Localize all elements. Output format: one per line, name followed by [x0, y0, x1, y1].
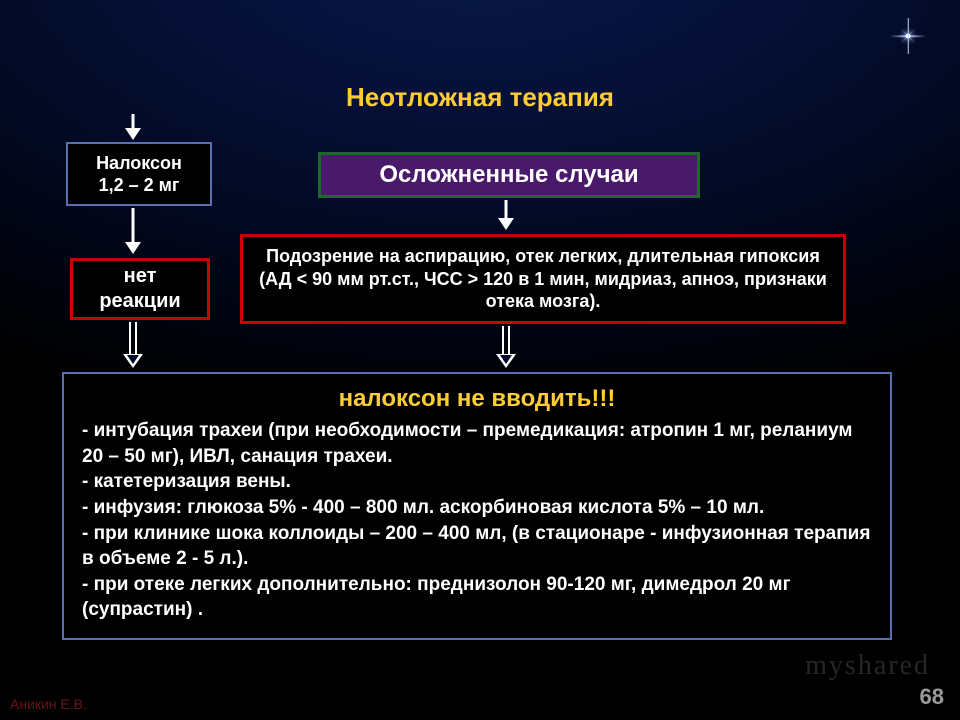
main-body-line: - катетеризация вены.: [82, 469, 872, 495]
page-number: 68: [920, 684, 944, 710]
box-suspicion: Подозрение на аспирацию, отек легких, дл…: [240, 234, 846, 324]
arrow-complicated-to-susp: [496, 200, 516, 230]
arrow-susp-to-main: [496, 326, 516, 368]
arrow-noreact-to-main: [123, 322, 143, 368]
box-naloxone-line2: 1,2 – 2 мг: [68, 174, 210, 197]
slide-title: Неотложная терапия: [0, 82, 960, 113]
box-complicated-text: Осложненные случаи: [321, 160, 697, 190]
box-suspicion-text: Подозрение на аспирацию, отек легких, дл…: [255, 245, 831, 313]
arrow-into-naloxone: [123, 114, 143, 140]
main-body-line: - при клинике шока коллоиды – 200 – 400 …: [82, 521, 872, 572]
box-naloxone-line1: Налоксон: [68, 152, 210, 175]
author-credit: Аникин Е.В.: [10, 696, 87, 712]
main-box-title: налоксон не вводить!!!: [82, 384, 872, 414]
main-box-body: - интубация трахеи (при необходимости – …: [82, 418, 872, 623]
slide-content: Неотложная терапия Налоксон 1,2 – 2 мг О…: [0, 0, 960, 720]
box-main-instructions: налоксон не вводить!!! - интубация трахе…: [62, 372, 892, 640]
box-no-reaction: нет реакции: [70, 258, 210, 320]
box-complicated-cases: Осложненные случаи: [318, 152, 700, 198]
box-naloxone: Налоксон 1,2 – 2 мг: [66, 142, 212, 206]
box-no-reaction-line1: нет: [73, 264, 207, 289]
arrow-naloxone-to-noreact: [123, 208, 143, 254]
main-body-line: - интубация трахеи (при необходимости – …: [82, 418, 872, 469]
box-no-reaction-line2: реакции: [73, 289, 207, 314]
watermark: myshared: [805, 650, 930, 682]
main-body-line: - инфузия: глюкоза 5% - 400 – 800 мл. ас…: [82, 495, 872, 521]
main-body-line: - при отеке легких дополнительно: предни…: [82, 572, 872, 623]
